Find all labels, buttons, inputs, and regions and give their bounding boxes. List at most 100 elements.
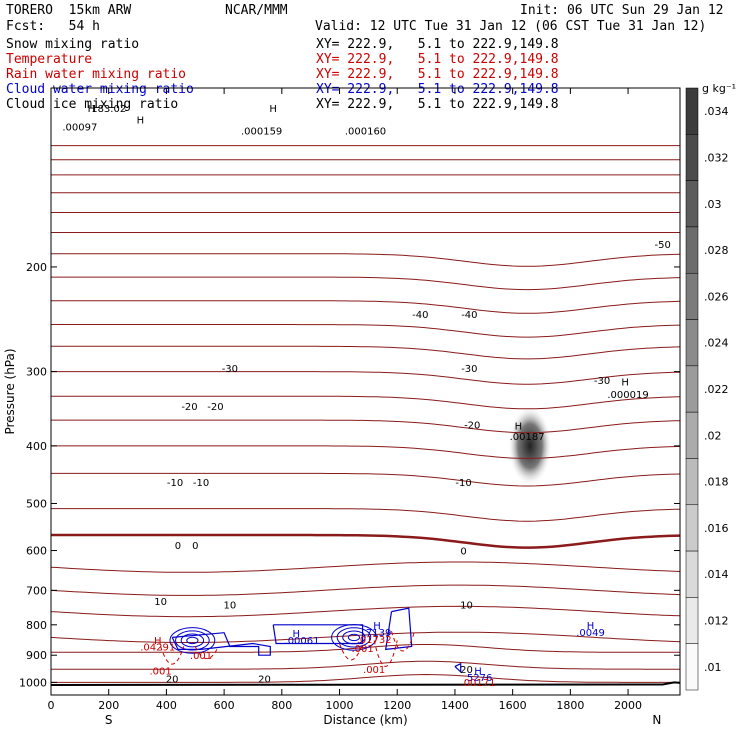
x-tick-label: 1200 bbox=[383, 699, 411, 712]
colorbar-swatch bbox=[685, 365, 699, 413]
colorbar-tick-label: .014 bbox=[704, 568, 729, 581]
isotherm-line bbox=[51, 300, 681, 314]
colorbar-swatch bbox=[685, 134, 699, 181]
isotherm-line bbox=[51, 395, 681, 410]
header-model: TORERO 15km ARW bbox=[6, 3, 132, 18]
colorbar-swatch bbox=[685, 597, 699, 644]
cloud-water-contour bbox=[272, 624, 364, 645]
isotherm-line bbox=[51, 276, 681, 291]
temperature-label: 20 bbox=[258, 675, 271, 686]
extrema-label: .000019 bbox=[607, 390, 648, 401]
rain-water-contour bbox=[373, 640, 398, 667]
temperature-label: 10 bbox=[460, 601, 473, 612]
y-tick-label: 600 bbox=[26, 545, 47, 558]
extrema-label: H bbox=[269, 104, 277, 115]
isotherm-line bbox=[51, 253, 681, 267]
temperature-label: -40 bbox=[461, 310, 477, 321]
rain-water-contour bbox=[339, 643, 364, 661]
north-endpoint-label: N bbox=[652, 713, 661, 727]
colorbar-tick-label: .028 bbox=[704, 244, 729, 257]
cloud-water-contour bbox=[169, 627, 216, 654]
colorbar-swatch bbox=[685, 458, 699, 506]
temperature-label: -40 bbox=[412, 310, 428, 321]
isotherm-line bbox=[50, 584, 681, 596]
cloud-water-contour bbox=[180, 633, 205, 648]
field-xy-rain: XY= 222.9, 5.1 to 222.9,149.8 bbox=[316, 67, 559, 82]
colorbar-swatch bbox=[685, 550, 699, 598]
extrema-label: H bbox=[88, 104, 96, 115]
field-name-cloud-water: Cloud water mixing ratio bbox=[6, 82, 194, 97]
extrema-label: H bbox=[292, 629, 300, 640]
y-tick-label: 900 bbox=[26, 649, 47, 662]
field-name-temperature: Temperature bbox=[6, 52, 93, 67]
extrema-label: H bbox=[515, 422, 523, 433]
isotherm-line bbox=[51, 673, 680, 683]
temperature-label: 10 bbox=[154, 597, 167, 608]
x-tick-label: 200 bbox=[98, 699, 119, 712]
cloud-water-contour bbox=[336, 627, 372, 648]
extrema-label: H bbox=[154, 636, 162, 647]
plot-frame bbox=[50, 87, 681, 696]
cloud-water-contour bbox=[171, 632, 271, 656]
isotherm-line bbox=[51, 371, 681, 385]
x-axis-label: Distance (km) bbox=[323, 713, 407, 727]
extrema-label: .04291 bbox=[140, 642, 175, 653]
isotherm-line bbox=[51, 345, 681, 360]
colorbar-swatch bbox=[685, 87, 699, 135]
x-tick-label: 2000 bbox=[614, 699, 642, 712]
x-tick-label: 600 bbox=[214, 699, 235, 712]
isotherm-line bbox=[50, 605, 681, 618]
field-xy-cloud-water: XY= 222.9, 5.1 to 222.9,149.8 bbox=[316, 82, 559, 97]
x-tick-label: 1800 bbox=[556, 699, 584, 712]
y-tick-label: 800 bbox=[26, 619, 47, 632]
temperature-label: 0 bbox=[192, 541, 198, 552]
isotherm-line bbox=[51, 533, 681, 549]
extrema-label: .00187 bbox=[510, 432, 545, 443]
temperature-label: -20 bbox=[181, 402, 197, 413]
colorbar-tick-label: .024 bbox=[704, 337, 729, 350]
colorbar-tick-label: .022 bbox=[704, 383, 729, 396]
temperature-label: 0 bbox=[460, 547, 466, 558]
extrema-label: H bbox=[137, 116, 145, 127]
cloud-water-contour bbox=[342, 630, 366, 645]
x-tick-label: 800 bbox=[271, 699, 292, 712]
colorbar-tick-label: .016 bbox=[704, 522, 729, 535]
cloud-water-contour bbox=[175, 630, 210, 651]
extrema-label: .7139 bbox=[363, 628, 392, 639]
temperature-label: -20 bbox=[207, 402, 223, 413]
temperature-label: -10 bbox=[193, 478, 209, 489]
cloud-water-contour bbox=[331, 624, 377, 651]
cloud-water-contour bbox=[347, 633, 361, 642]
temperature-label: -50 bbox=[655, 240, 671, 251]
colorbar-tick-label: .018 bbox=[704, 476, 729, 489]
y-tick-label: 300 bbox=[26, 366, 47, 379]
extrema-label: .00097 bbox=[62, 122, 97, 133]
isotherm-line bbox=[51, 508, 681, 522]
colorbar-tick-label: .01 bbox=[704, 661, 722, 674]
header-valid: Valid: 12 UTC Tue 31 Jan 12 (06 CST Tue … bbox=[315, 19, 707, 34]
y-tick-label: 700 bbox=[26, 584, 47, 597]
extrema-label: .001 bbox=[190, 651, 212, 662]
extrema-label: .00171 bbox=[461, 678, 496, 689]
isotherm-line bbox=[51, 660, 680, 670]
extrema-label: H bbox=[373, 621, 381, 632]
temperature-label: -30 bbox=[222, 364, 238, 375]
temperature-label: 20 bbox=[166, 675, 179, 686]
y-axis-label: Pressure (hPa) bbox=[3, 348, 17, 434]
y-tick-label: 200 bbox=[26, 261, 47, 274]
colorbar-unit: g kg⁻¹ bbox=[702, 82, 736, 95]
header-org: NCAR/MMM bbox=[225, 3, 288, 18]
y-tick-label: 400 bbox=[26, 440, 47, 453]
header-fcst: Fcst: 54 h bbox=[6, 19, 100, 34]
isotherm-line bbox=[51, 472, 681, 487]
extrema-label: .001 bbox=[351, 644, 373, 655]
extrema-label: H bbox=[474, 667, 482, 678]
x-tick-label: 400 bbox=[156, 699, 177, 712]
temperature-label: 0 bbox=[175, 541, 181, 552]
rain-water-contour bbox=[390, 631, 416, 652]
isotherm-line bbox=[51, 644, 680, 653]
temperature-label: -20 bbox=[464, 420, 480, 431]
rain-water-contour bbox=[160, 646, 185, 665]
header-init: Init: 06 UTC Sun 29 Jan 12 bbox=[520, 3, 724, 18]
